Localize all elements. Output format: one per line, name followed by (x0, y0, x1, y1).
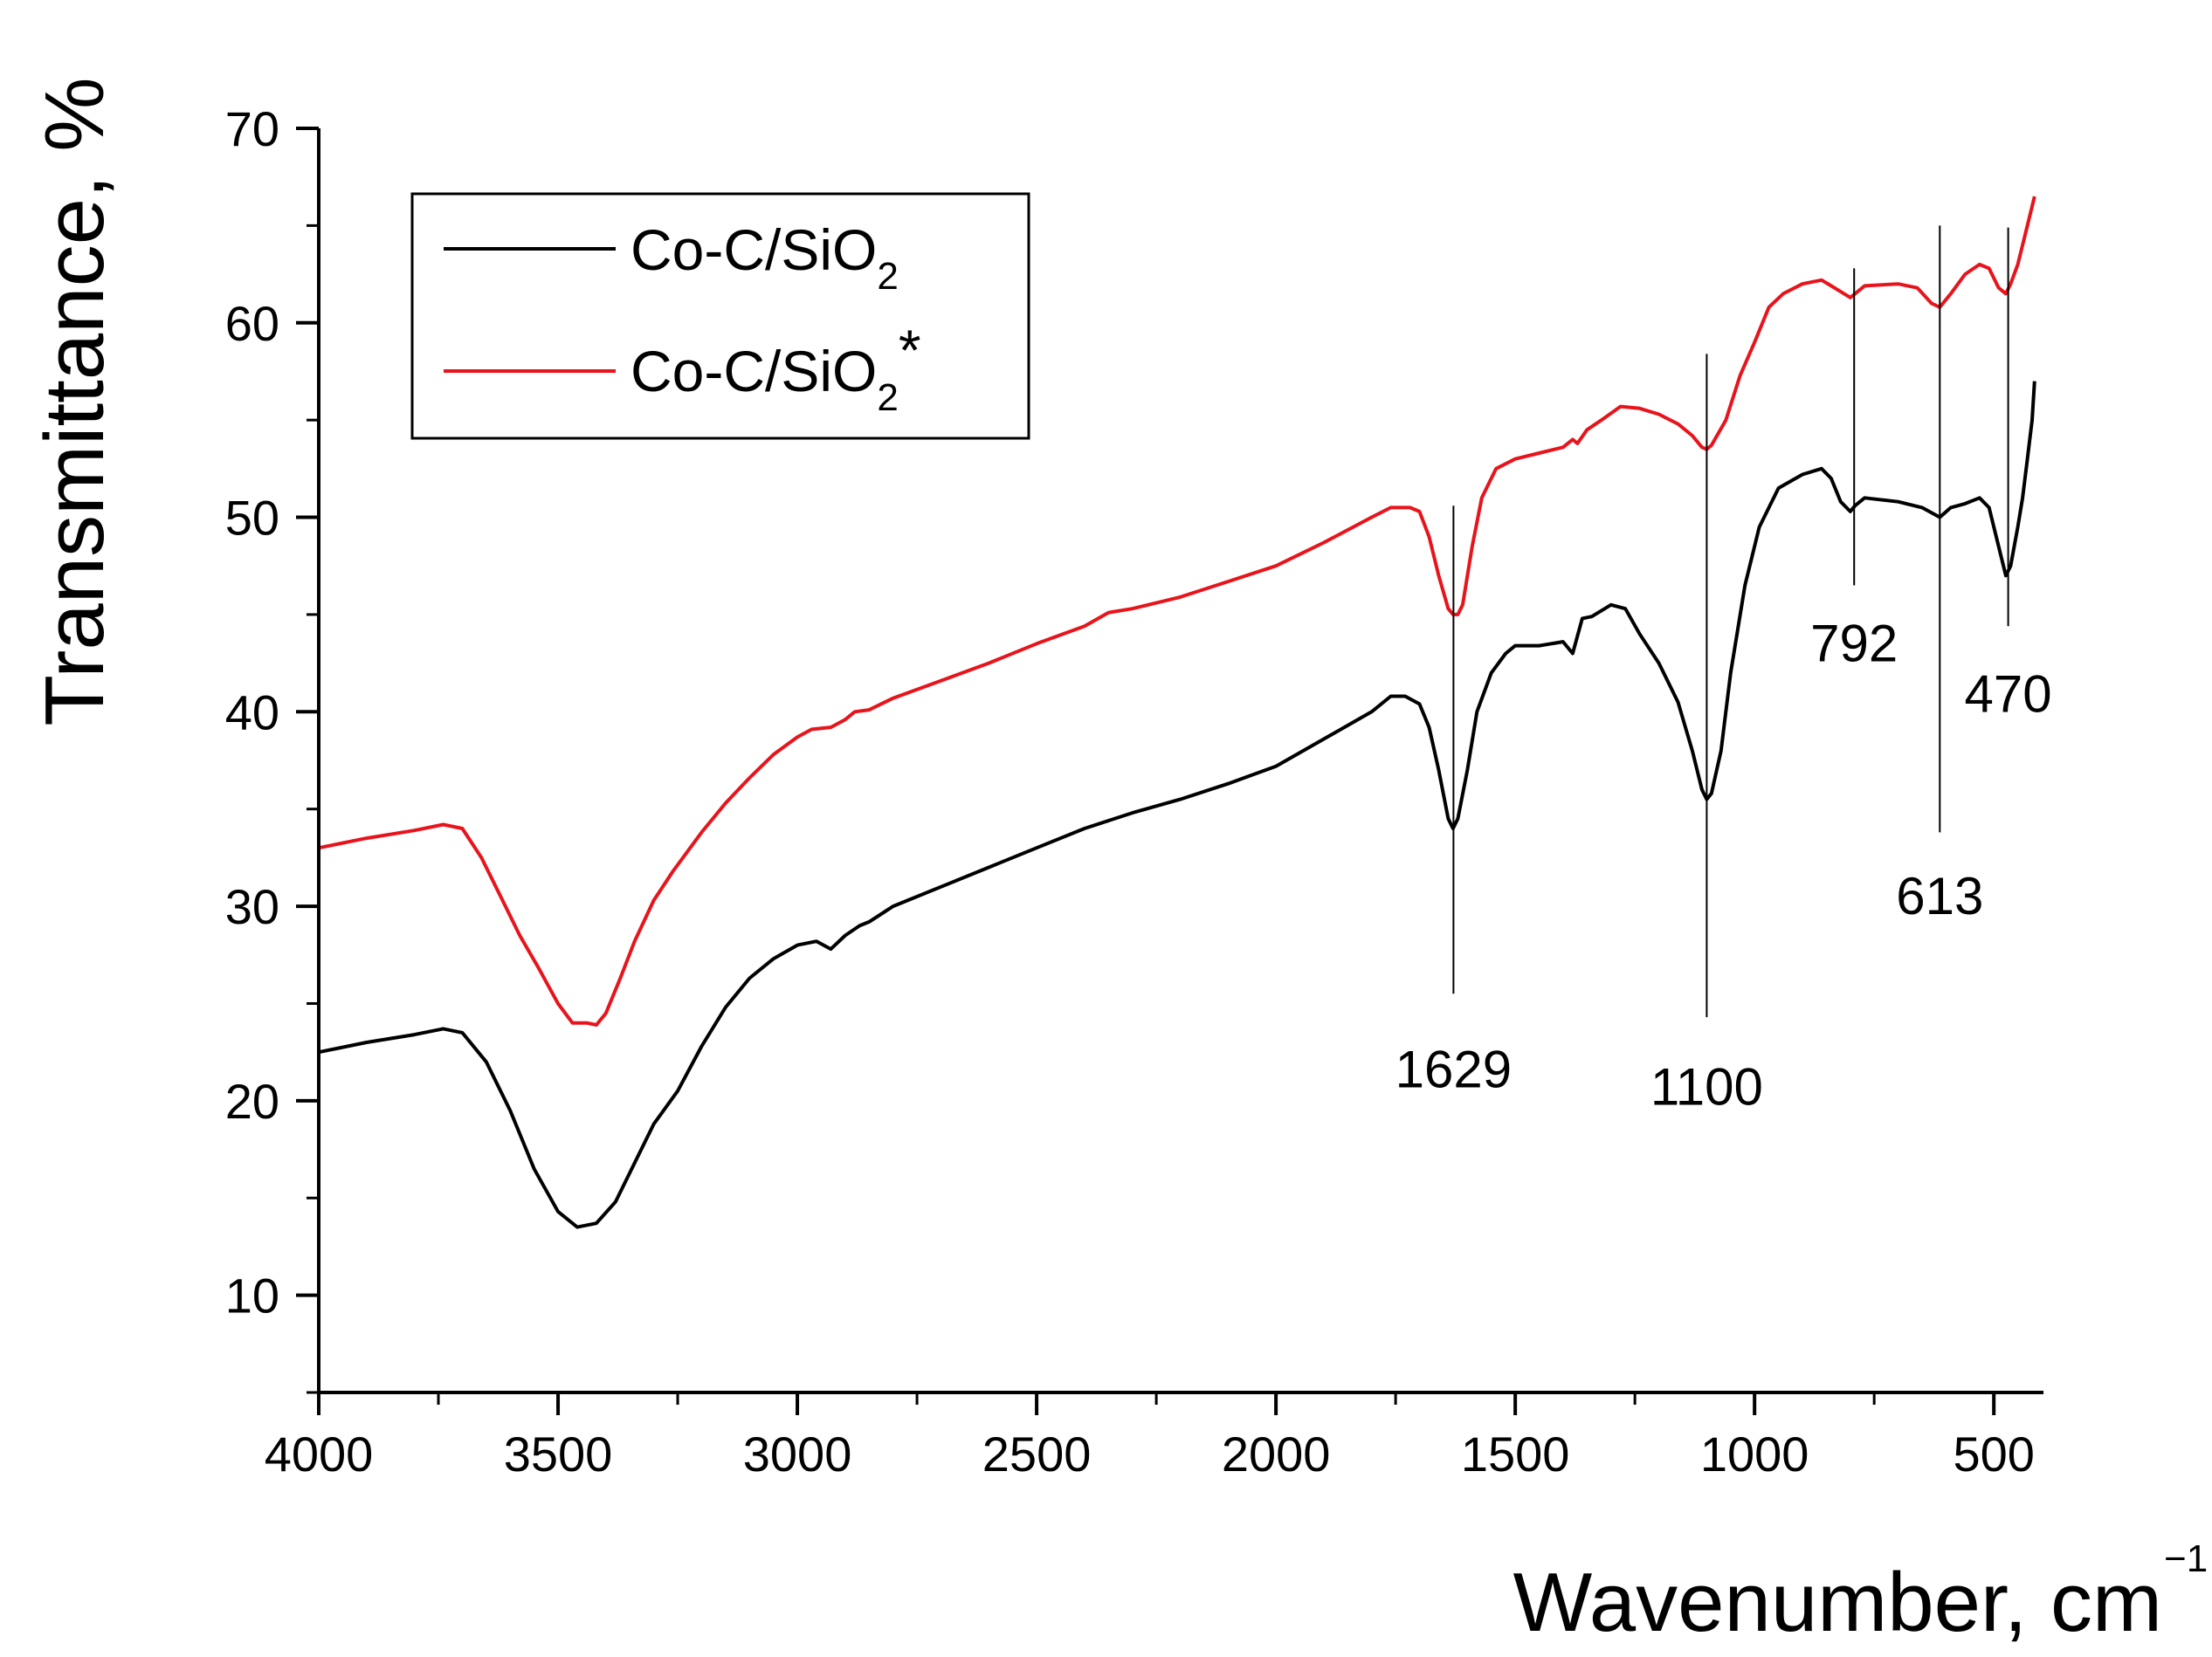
y-tick-label-30: 30 (225, 879, 279, 934)
x-tick-label-3000: 3000 (743, 1427, 852, 1482)
x-tick-label-1000: 1000 (1700, 1427, 1809, 1482)
y-tick-label-20: 20 (225, 1074, 279, 1129)
x-tick-label-3500: 3500 (504, 1427, 613, 1482)
peak-label-1629: 1629 (1395, 1040, 1512, 1098)
y-tick-label-60: 60 (225, 296, 279, 351)
annotation-layer: 1629 1100 792 613 470 (1395, 225, 2052, 1116)
x-tick-label-2000: 2000 (1222, 1427, 1331, 1482)
peak-label-792: 792 (1810, 614, 1898, 672)
legend-label-co-c-sio2: Co-C/SiO (631, 217, 877, 282)
x-tick-layer: 4000 3500 3000 2500 2000 1500 1000 500 (265, 1392, 2035, 1482)
peak-label-613: 613 (1896, 867, 1983, 925)
x-tick-label-500: 500 (1953, 1427, 2034, 1482)
x-tick-label-4000: 4000 (265, 1427, 374, 1482)
y-tick-label-50: 50 (225, 491, 279, 546)
peak-label-470: 470 (1965, 664, 2052, 723)
series-line-co-c-sio2 (318, 381, 2036, 1229)
y-tick-layer: 10 20 30 40 50 60 70 (225, 101, 319, 1394)
legend-subscript-co-c-sio2-star: 2 (877, 376, 898, 419)
y-tick-label-70: 70 (225, 101, 279, 156)
y-tick-label-40: 40 (225, 684, 279, 739)
y-axis-title: Transmittance, % (28, 77, 121, 725)
x-axis-title: Wavenumber, cm (1513, 1556, 2162, 1649)
legend-entry-co-c-sio2: Co-C/SiO2 (631, 217, 899, 298)
legend-entry-co-c-sio2-star: Co-C/SiO2* (631, 318, 921, 419)
y-tick-label-10: 10 (225, 1269, 279, 1324)
legend-star-co-c-sio2-star: * (899, 318, 921, 382)
x-tick-label-1500: 1500 (1461, 1427, 1570, 1482)
legend-box (410, 192, 1030, 440)
peak-label-1100: 1100 (1650, 1057, 1763, 1116)
x-axis-title-wrap: Wavenumber, cm (1513, 1556, 2162, 1649)
legend: Co-C/SiO2 Co-C/SiO2* (410, 192, 1030, 440)
legend-label-co-c-sio2-star: Co-C/SiO (631, 339, 877, 403)
x-axis-title-superscript: −1 (2164, 1537, 2208, 1580)
legend-subscript-co-c-sio2: 2 (877, 255, 898, 298)
x-tick-label-2500: 2500 (982, 1427, 1092, 1482)
